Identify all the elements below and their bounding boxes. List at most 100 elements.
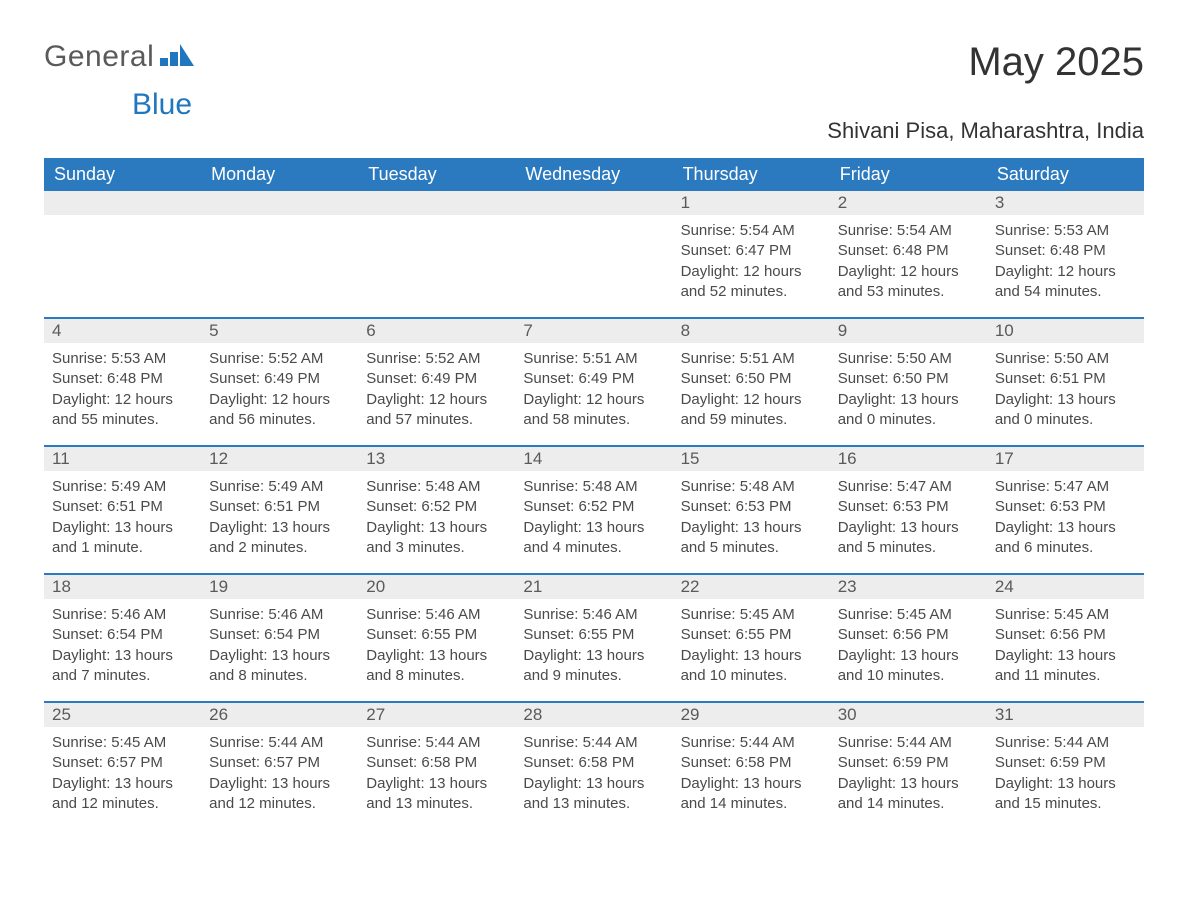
day-number: 3 <box>987 191 1144 215</box>
sunset-text: Sunset: 6:51 PM <box>52 497 193 517</box>
daylight-line2: and 13 minutes. <box>523 794 664 814</box>
day-details: Sunrise: 5:45 AMSunset: 6:56 PMDaylight:… <box>987 599 1144 690</box>
calendar-day: 10Sunrise: 5:50 AMSunset: 6:51 PMDayligh… <box>987 319 1144 443</box>
daylight-line1: Daylight: 13 hours <box>523 518 664 538</box>
day-number: 5 <box>201 319 358 343</box>
sunrise-text: Sunrise: 5:48 AM <box>681 477 822 497</box>
calendar-day: 14Sunrise: 5:48 AMSunset: 6:52 PMDayligh… <box>515 447 672 571</box>
calendar-day <box>44 191 201 315</box>
sunset-text: Sunset: 6:57 PM <box>52 753 193 773</box>
day-details <box>515 215 672 305</box>
day-number: 8 <box>673 319 830 343</box>
daylight-line2: and 59 minutes. <box>681 410 822 430</box>
calendar-day: 30Sunrise: 5:44 AMSunset: 6:59 PMDayligh… <box>830 703 987 827</box>
daylight-line1: Daylight: 13 hours <box>838 390 979 410</box>
daylight-line2: and 52 minutes. <box>681 282 822 302</box>
sunrise-text: Sunrise: 5:53 AM <box>995 221 1136 241</box>
day-number: 24 <box>987 575 1144 599</box>
daylight-line2: and 10 minutes. <box>838 666 979 686</box>
sunrise-text: Sunrise: 5:52 AM <box>209 349 350 369</box>
calendar-day: 29Sunrise: 5:44 AMSunset: 6:58 PMDayligh… <box>673 703 830 827</box>
day-details: Sunrise: 5:45 AMSunset: 6:56 PMDaylight:… <box>830 599 987 690</box>
calendar-day: 18Sunrise: 5:46 AMSunset: 6:54 PMDayligh… <box>44 575 201 699</box>
calendar-day: 31Sunrise: 5:44 AMSunset: 6:59 PMDayligh… <box>987 703 1144 827</box>
day-number: 2 <box>830 191 987 215</box>
daylight-line2: and 9 minutes. <box>523 666 664 686</box>
sunrise-text: Sunrise: 5:48 AM <box>366 477 507 497</box>
day-header: Sunday <box>44 158 201 191</box>
daylight-line1: Daylight: 13 hours <box>838 646 979 666</box>
daylight-line1: Daylight: 13 hours <box>366 518 507 538</box>
sunset-text: Sunset: 6:57 PM <box>209 753 350 773</box>
sunset-text: Sunset: 6:53 PM <box>838 497 979 517</box>
day-number: 29 <box>673 703 830 727</box>
daylight-line1: Daylight: 13 hours <box>838 518 979 538</box>
day-number: 17 <box>987 447 1144 471</box>
daylight-line2: and 58 minutes. <box>523 410 664 430</box>
sunset-text: Sunset: 6:51 PM <box>209 497 350 517</box>
day-details: Sunrise: 5:46 AMSunset: 6:55 PMDaylight:… <box>358 599 515 690</box>
day-number: 30 <box>830 703 987 727</box>
sunset-text: Sunset: 6:56 PM <box>838 625 979 645</box>
sunset-text: Sunset: 6:49 PM <box>523 369 664 389</box>
sunrise-text: Sunrise: 5:47 AM <box>838 477 979 497</box>
sunset-text: Sunset: 6:56 PM <box>995 625 1136 645</box>
calendar-day: 5Sunrise: 5:52 AMSunset: 6:49 PMDaylight… <box>201 319 358 443</box>
calendar-day: 7Sunrise: 5:51 AMSunset: 6:49 PMDaylight… <box>515 319 672 443</box>
calendar-day: 27Sunrise: 5:44 AMSunset: 6:58 PMDayligh… <box>358 703 515 827</box>
daylight-line1: Daylight: 12 hours <box>995 262 1136 282</box>
calendar-day: 15Sunrise: 5:48 AMSunset: 6:53 PMDayligh… <box>673 447 830 571</box>
daylight-line1: Daylight: 12 hours <box>838 262 979 282</box>
day-details: Sunrise: 5:51 AMSunset: 6:50 PMDaylight:… <box>673 343 830 434</box>
daylight-line1: Daylight: 13 hours <box>52 774 193 794</box>
day-details: Sunrise: 5:53 AMSunset: 6:48 PMDaylight:… <box>44 343 201 434</box>
daylight-line2: and 4 minutes. <box>523 538 664 558</box>
daylight-line2: and 12 minutes. <box>52 794 193 814</box>
sunrise-text: Sunrise: 5:46 AM <box>52 605 193 625</box>
sunrise-text: Sunrise: 5:44 AM <box>995 733 1136 753</box>
daylight-line1: Daylight: 13 hours <box>995 774 1136 794</box>
day-number: 31 <box>987 703 1144 727</box>
sunset-text: Sunset: 6:55 PM <box>523 625 664 645</box>
sunset-text: Sunset: 6:47 PM <box>681 241 822 261</box>
daylight-line2: and 1 minute. <box>52 538 193 558</box>
day-number: 22 <box>673 575 830 599</box>
day-header: Saturday <box>987 158 1144 191</box>
day-details: Sunrise: 5:54 AMSunset: 6:47 PMDaylight:… <box>673 215 830 306</box>
daylight-line2: and 6 minutes. <box>995 538 1136 558</box>
sunrise-text: Sunrise: 5:46 AM <box>209 605 350 625</box>
brand-logo: General Blue <box>44 40 192 108</box>
day-number <box>515 191 672 215</box>
day-details: Sunrise: 5:44 AMSunset: 6:57 PMDaylight:… <box>201 727 358 818</box>
day-details: Sunrise: 5:48 AMSunset: 6:52 PMDaylight:… <box>358 471 515 562</box>
day-number: 19 <box>201 575 358 599</box>
day-number: 27 <box>358 703 515 727</box>
daylight-line2: and 3 minutes. <box>366 538 507 558</box>
daylight-line2: and 57 minutes. <box>366 410 507 430</box>
sunrise-text: Sunrise: 5:44 AM <box>366 733 507 753</box>
day-details: Sunrise: 5:46 AMSunset: 6:55 PMDaylight:… <box>515 599 672 690</box>
daylight-line1: Daylight: 13 hours <box>838 774 979 794</box>
daylight-line1: Daylight: 13 hours <box>995 390 1136 410</box>
day-details: Sunrise: 5:49 AMSunset: 6:51 PMDaylight:… <box>44 471 201 562</box>
daylight-line2: and 12 minutes. <box>209 794 350 814</box>
daylight-line2: and 14 minutes. <box>681 794 822 814</box>
day-details: Sunrise: 5:52 AMSunset: 6:49 PMDaylight:… <box>201 343 358 434</box>
day-number: 25 <box>44 703 201 727</box>
calendar-day: 6Sunrise: 5:52 AMSunset: 6:49 PMDaylight… <box>358 319 515 443</box>
calendar-day: 25Sunrise: 5:45 AMSunset: 6:57 PMDayligh… <box>44 703 201 827</box>
day-details: Sunrise: 5:47 AMSunset: 6:53 PMDaylight:… <box>987 471 1144 562</box>
calendar-day: 19Sunrise: 5:46 AMSunset: 6:54 PMDayligh… <box>201 575 358 699</box>
daylight-line1: Daylight: 13 hours <box>209 518 350 538</box>
day-number: 21 <box>515 575 672 599</box>
sunrise-text: Sunrise: 5:54 AM <box>838 221 979 241</box>
day-number: 13 <box>358 447 515 471</box>
day-header: Friday <box>830 158 987 191</box>
calendar-day: 28Sunrise: 5:44 AMSunset: 6:58 PMDayligh… <box>515 703 672 827</box>
sunrise-text: Sunrise: 5:51 AM <box>681 349 822 369</box>
calendar-day: 1Sunrise: 5:54 AMSunset: 6:47 PMDaylight… <box>673 191 830 315</box>
daylight-line2: and 5 minutes. <box>838 538 979 558</box>
day-details: Sunrise: 5:51 AMSunset: 6:49 PMDaylight:… <box>515 343 672 434</box>
day-details: Sunrise: 5:44 AMSunset: 6:58 PMDaylight:… <box>515 727 672 818</box>
day-details: Sunrise: 5:44 AMSunset: 6:59 PMDaylight:… <box>987 727 1144 818</box>
